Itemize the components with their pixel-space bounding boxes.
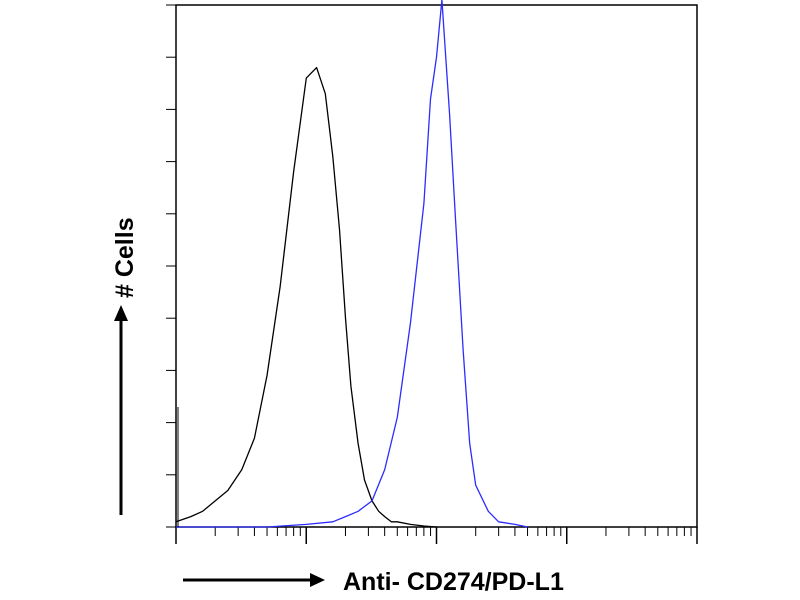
x-axis-arrow-head (310, 573, 325, 587)
x-axis-ticks (175, 527, 698, 544)
x-axis-label: Anti- CD274/PD-L1 (343, 568, 564, 596)
stained-histogram-line (176, 0, 528, 528)
y-axis-arrow-head (114, 305, 128, 321)
y-axis-ticks (166, 4, 176, 528)
y-axis-label: # Cells (111, 217, 139, 298)
x-axis-label-group: Anti- CD274/PD-L1 (183, 568, 564, 596)
histogram-series (175, 0, 528, 528)
y-axis-label-group: # Cells (111, 217, 139, 515)
control-histogram-line (175, 66, 437, 528)
